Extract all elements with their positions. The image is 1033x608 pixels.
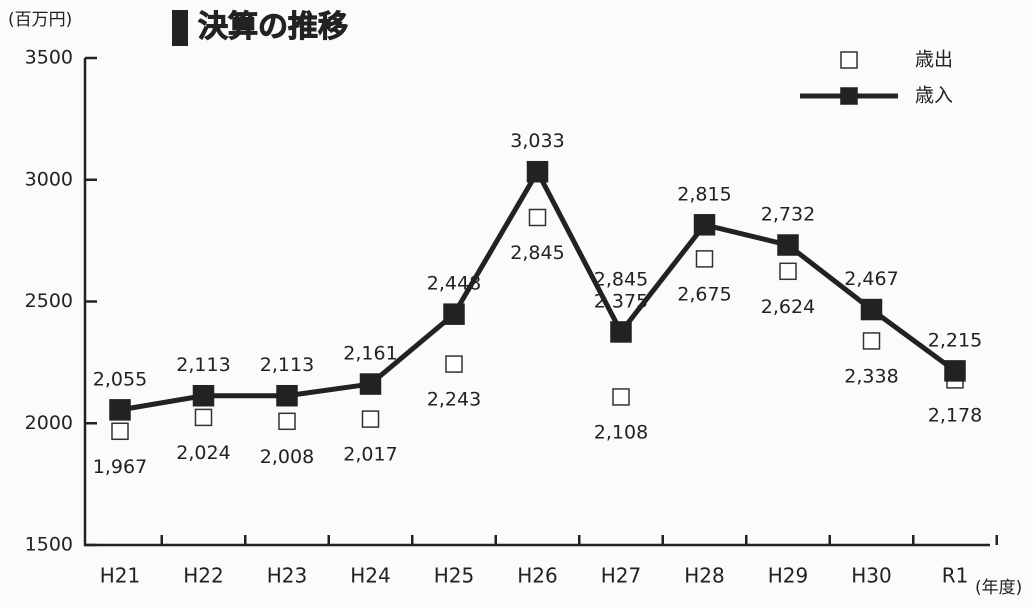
open-marker bbox=[111, 422, 129, 441]
y-tick-label: 2500 bbox=[25, 290, 73, 312]
filled-marker bbox=[860, 298, 883, 321]
value-label: 2,732 bbox=[761, 204, 815, 226]
legend-marker bbox=[840, 87, 858, 105]
x-tick-label: H26 bbox=[517, 564, 558, 588]
value-label: 2,178 bbox=[928, 404, 982, 426]
x-tick-label: H22 bbox=[183, 564, 224, 588]
x-tick-label: H23 bbox=[267, 564, 308, 588]
value-label: 2,024 bbox=[176, 442, 230, 464]
x-unit: (年度) bbox=[975, 578, 1022, 598]
open-marker bbox=[278, 412, 296, 431]
value-label: 2,108 bbox=[594, 421, 648, 443]
value-label: 2,161 bbox=[343, 343, 397, 365]
legend-label: 歳入 bbox=[915, 85, 953, 107]
open-marker bbox=[612, 388, 630, 406]
filled-marker bbox=[276, 384, 298, 407]
filled-marker bbox=[109, 399, 131, 421]
x-tick-label: H24 bbox=[350, 564, 391, 588]
value-label: 2,375 bbox=[594, 290, 648, 312]
value-label: 2,113 bbox=[176, 354, 230, 376]
x-tick-label: H28 bbox=[684, 564, 725, 588]
chart-title: 決算の推移 bbox=[198, 10, 348, 45]
value-label: 2,055 bbox=[93, 368, 147, 390]
value-label: 2,243 bbox=[427, 389, 481, 411]
value-label: 2,467 bbox=[844, 268, 898, 290]
legend-label: 歳出 bbox=[915, 49, 953, 71]
open-marker bbox=[862, 332, 881, 350]
filled-marker bbox=[944, 360, 966, 382]
x-tick-label: H25 bbox=[434, 564, 475, 588]
filled-marker bbox=[443, 303, 465, 325]
filled-marker bbox=[777, 234, 799, 256]
open-marker bbox=[779, 262, 797, 281]
value-label: 2,008 bbox=[260, 446, 314, 468]
y-tick-label: 1500 bbox=[25, 534, 73, 556]
filled-marker bbox=[192, 384, 215, 407]
filled-marker bbox=[526, 160, 549, 183]
value-label: 2,017 bbox=[343, 444, 397, 466]
open-marker bbox=[528, 208, 547, 227]
value-label: 2,113 bbox=[260, 354, 314, 376]
filled-marker bbox=[359, 373, 382, 395]
open-marker bbox=[194, 408, 213, 427]
x-tick-label: H29 bbox=[768, 564, 809, 588]
value-label: 1,967 bbox=[93, 456, 147, 478]
value-label: 2,845 bbox=[510, 242, 564, 264]
value-label: 2,448 bbox=[427, 273, 481, 295]
x-tick-label: H21 bbox=[100, 564, 141, 588]
x-tick-label: H30 bbox=[851, 564, 892, 588]
filled-marker bbox=[693, 214, 716, 236]
value-label: 2,815 bbox=[677, 183, 731, 205]
open-marker bbox=[361, 410, 380, 428]
series-line bbox=[119, 166, 957, 413]
x-tick-label: R1 bbox=[942, 564, 969, 588]
y-unit: (百万円) bbox=[8, 10, 72, 30]
legend-marker bbox=[840, 51, 858, 69]
y-tick-label: 2000 bbox=[25, 412, 73, 434]
value-label: 2,338 bbox=[844, 365, 898, 387]
value-label: 3,033 bbox=[510, 130, 564, 152]
y-tick-label: 3500 bbox=[25, 47, 73, 69]
x-tick-label: H27 bbox=[601, 564, 642, 588]
value-label: 2,215 bbox=[928, 329, 982, 351]
title-bar bbox=[172, 10, 188, 46]
filled-marker bbox=[610, 321, 632, 343]
y-tick-label: 3000 bbox=[25, 168, 73, 190]
open-marker bbox=[695, 250, 714, 268]
annotation: 2,845 bbox=[594, 269, 648, 291]
value-label: 2,624 bbox=[761, 296, 815, 318]
open-marker bbox=[445, 355, 463, 373]
value-label: 2,675 bbox=[677, 283, 731, 305]
